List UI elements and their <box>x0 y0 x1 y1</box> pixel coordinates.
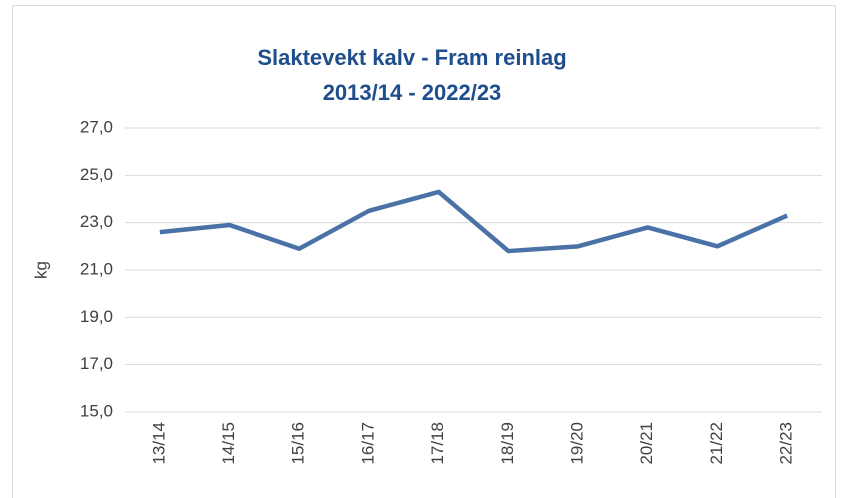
y-tick-label: 21,0 <box>80 259 113 278</box>
y-tick-label: 15,0 <box>80 401 113 420</box>
chart-border <box>12 5 836 498</box>
x-tick-label: 18/19 <box>498 422 517 465</box>
y-tick-label: 19,0 <box>80 307 113 326</box>
x-tick-label: 13/14 <box>149 422 168 465</box>
x-tick-label: 21/22 <box>707 422 726 465</box>
y-tick-label: 27,0 <box>80 117 113 136</box>
chart-title: Slaktevekt kalv - Fram reinlag <box>257 45 566 70</box>
x-tick-label: 16/17 <box>358 422 377 465</box>
data-line <box>159 189 789 254</box>
y-tick-label: 25,0 <box>80 165 113 184</box>
y-tick-label: 23,0 <box>80 212 113 231</box>
x-tick-label: 17/18 <box>428 422 447 465</box>
x-tick-label: 15/16 <box>289 422 308 465</box>
x-tick-label: 14/15 <box>219 422 238 465</box>
y-tick-label: 17,0 <box>80 354 113 373</box>
x-tick-label: 20/21 <box>637 422 656 465</box>
y-axis-label: kg <box>31 261 50 279</box>
chart-subtitle: 2013/14 - 2022/23 <box>323 80 502 105</box>
x-tick-label: 19/20 <box>568 422 587 465</box>
x-tick-label: 22/23 <box>777 422 796 465</box>
